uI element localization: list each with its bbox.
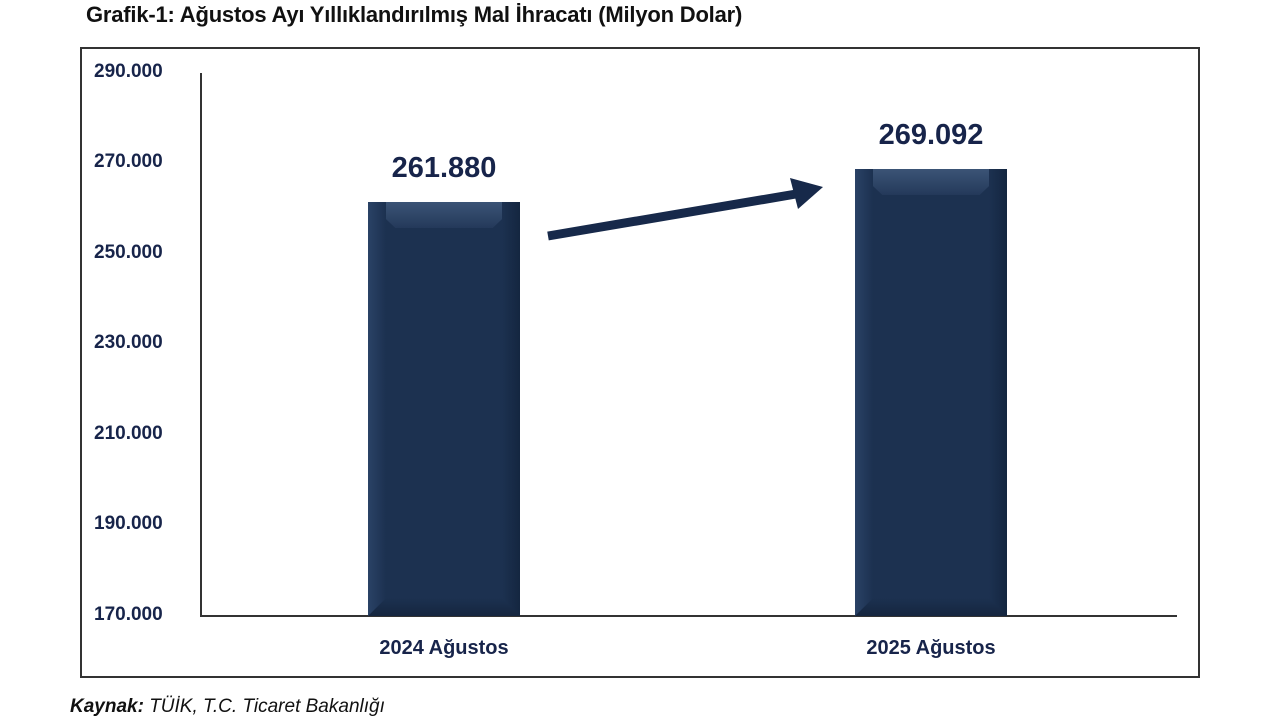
- bar-2025-agustos: [855, 169, 1007, 616]
- source-text: TÜİK, T.C. Ticaret Bakanlığı: [143, 696, 385, 717]
- chart-frame: [80, 47, 1200, 678]
- y-tick-label: 210.000: [94, 423, 163, 444]
- x-axis-line: [200, 615, 1177, 617]
- x-label-2025: 2025 Ağustos: [866, 637, 996, 659]
- y-tick-label: 270.000: [94, 151, 163, 172]
- value-label-2024: 261.880: [391, 152, 497, 184]
- y-tick-label: 230.000: [94, 332, 163, 353]
- x-label-2024: 2024 Ağustos: [379, 637, 509, 659]
- y-tick-label: 290.000: [94, 61, 163, 82]
- y-tick-label: 250.000: [94, 242, 163, 263]
- source-note: Kaynak: TÜİK, T.C. Ticaret Bakanlığı: [70, 696, 385, 718]
- y-tick-label: 170.000: [94, 604, 163, 625]
- y-tick-label: 190.000: [94, 513, 163, 534]
- chart-title: Grafik-1: Ağustos Ayı Yıllıklandırılmış …: [86, 2, 743, 27]
- value-label-2025: 269.092: [878, 119, 984, 151]
- source-label: Kaynak:: [70, 696, 144, 717]
- bar-2024-agustos: [368, 202, 520, 616]
- y-axis-line: [200, 73, 202, 617]
